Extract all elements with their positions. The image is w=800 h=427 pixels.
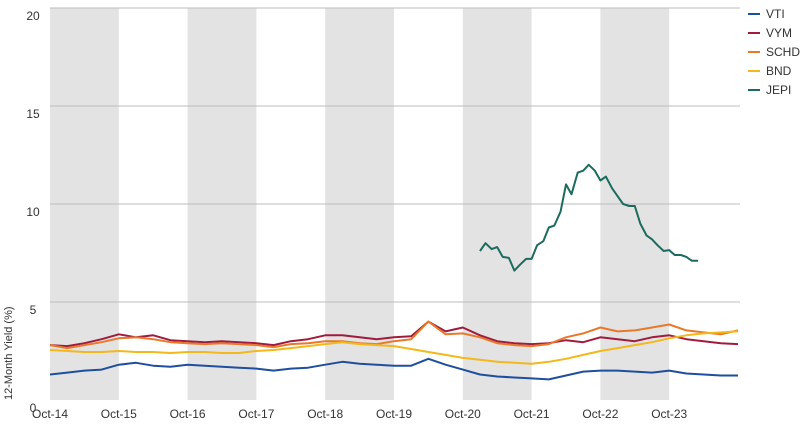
x-axis-ticks: Oct-14 Oct-15 Oct-16 Oct-17 Oct-18 Oct-19 Oct-… — [32, 407, 688, 421]
x-tick-label: Oct-21 — [514, 407, 550, 421]
y-axis-label: 12-Month Yield (%) — [3, 306, 15, 400]
x-tick-label: Oct-17 — [238, 407, 274, 421]
series-line-vym — [49, 320, 739, 348]
x-tick-label: Oct-15 — [101, 407, 137, 421]
legend: VTI VYM SCHD BND JEPI — [748, 7, 800, 97]
y-axis-ticks: 0 5 10 15 20 — [26, 9, 40, 415]
series-line-vti — [49, 357, 738, 381]
legend-label-bnd: BND — [766, 64, 792, 78]
x-tick-label: Oct-14 — [32, 407, 68, 421]
series-line-bnd — [49, 330, 739, 365]
y-tick-label: 0 — [30, 401, 37, 415]
series-line-jepi — [479, 163, 699, 272]
y-tick-label: 5 — [30, 303, 37, 317]
y-tick-label: 10 — [26, 205, 40, 219]
x-tick-label: Oct-20 — [445, 407, 481, 421]
x-tick-label: Oct-16 — [170, 407, 206, 421]
legend-label-vym: VYM — [766, 26, 792, 40]
series-line-schd — [49, 320, 739, 350]
x-tick-label: Oct-22 — [582, 407, 618, 421]
y-tick-label: 15 — [26, 107, 40, 121]
legend-label-schd: SCHD — [766, 45, 800, 59]
y-tick-label: 20 — [26, 9, 40, 23]
legend-label-vti: VTI — [766, 7, 785, 21]
x-tick-label: Oct-18 — [307, 407, 343, 421]
x-tick-label: Oct-23 — [651, 407, 687, 421]
series-lines — [49, 163, 739, 381]
x-tick-label: Oct-19 — [376, 407, 412, 421]
legend-label-jepi: JEPI — [766, 83, 791, 97]
